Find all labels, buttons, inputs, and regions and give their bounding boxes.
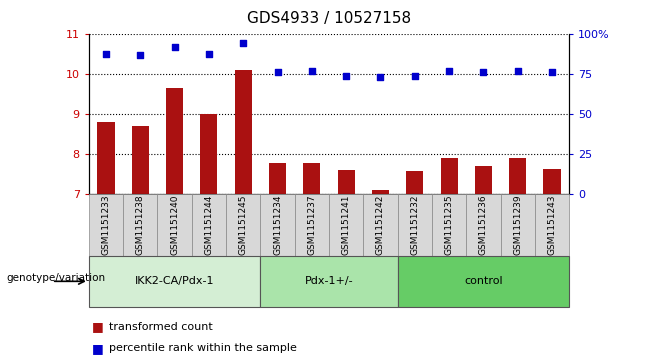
Text: GSM1151232: GSM1151232 bbox=[411, 195, 419, 255]
Point bbox=[101, 51, 111, 57]
Text: GSM1151241: GSM1151241 bbox=[342, 195, 351, 255]
Text: GSM1151245: GSM1151245 bbox=[239, 195, 247, 255]
Text: GSM1151238: GSM1151238 bbox=[136, 195, 145, 256]
Text: IKK2-CA/Pdx-1: IKK2-CA/Pdx-1 bbox=[135, 276, 215, 286]
Point bbox=[547, 69, 557, 75]
Bar bbox=[475, 166, 492, 194]
Bar bbox=[200, 114, 218, 194]
Point bbox=[238, 40, 249, 46]
Text: GSM1151244: GSM1151244 bbox=[205, 195, 213, 255]
Bar bbox=[235, 70, 252, 194]
Point bbox=[135, 52, 145, 58]
Text: ■: ■ bbox=[92, 342, 104, 355]
Text: GSM1151243: GSM1151243 bbox=[547, 195, 557, 255]
Bar bbox=[191, 194, 226, 256]
Text: percentile rank within the sample: percentile rank within the sample bbox=[109, 343, 297, 354]
Text: GSM1151234: GSM1151234 bbox=[273, 195, 282, 255]
Bar bbox=[97, 122, 114, 194]
Bar bbox=[363, 194, 397, 256]
Point bbox=[478, 69, 489, 75]
Bar bbox=[329, 194, 363, 256]
Bar bbox=[406, 171, 423, 194]
Bar bbox=[397, 256, 569, 307]
Bar bbox=[123, 194, 157, 256]
Text: GSM1151237: GSM1151237 bbox=[307, 195, 316, 256]
Bar bbox=[440, 158, 458, 194]
Text: GSM1151233: GSM1151233 bbox=[101, 195, 111, 256]
Text: GSM1151242: GSM1151242 bbox=[376, 195, 385, 255]
Bar bbox=[501, 194, 535, 256]
Point bbox=[443, 68, 454, 74]
Bar bbox=[157, 194, 191, 256]
Bar bbox=[509, 158, 526, 194]
Bar bbox=[132, 126, 149, 194]
Text: genotype/variation: genotype/variation bbox=[7, 273, 106, 283]
Bar bbox=[467, 194, 501, 256]
Bar bbox=[432, 194, 467, 256]
Point bbox=[409, 73, 420, 78]
Text: GSM1151235: GSM1151235 bbox=[445, 195, 453, 256]
Point bbox=[513, 68, 523, 74]
Bar bbox=[544, 169, 561, 194]
Text: Pdx-1+/-: Pdx-1+/- bbox=[305, 276, 353, 286]
Point bbox=[375, 74, 386, 80]
Bar bbox=[261, 194, 295, 256]
Text: ■: ■ bbox=[92, 320, 104, 333]
Bar bbox=[372, 190, 389, 194]
Point bbox=[272, 69, 283, 75]
Bar bbox=[397, 194, 432, 256]
Point bbox=[341, 73, 351, 78]
Point bbox=[307, 68, 317, 74]
Text: transformed count: transformed count bbox=[109, 322, 213, 332]
Bar bbox=[535, 194, 569, 256]
Bar bbox=[269, 163, 286, 194]
Text: control: control bbox=[464, 276, 503, 286]
Text: GSM1151236: GSM1151236 bbox=[479, 195, 488, 256]
Bar bbox=[226, 194, 261, 256]
Bar bbox=[89, 194, 123, 256]
Point bbox=[204, 51, 215, 57]
Bar bbox=[303, 163, 320, 194]
Bar bbox=[295, 194, 329, 256]
Text: GDS4933 / 10527158: GDS4933 / 10527158 bbox=[247, 11, 411, 26]
Bar bbox=[261, 256, 397, 307]
Bar bbox=[166, 88, 183, 194]
Text: GSM1151239: GSM1151239 bbox=[513, 195, 522, 256]
Point bbox=[169, 44, 180, 50]
Bar bbox=[89, 256, 261, 307]
Bar bbox=[338, 170, 355, 194]
Text: GSM1151240: GSM1151240 bbox=[170, 195, 179, 255]
